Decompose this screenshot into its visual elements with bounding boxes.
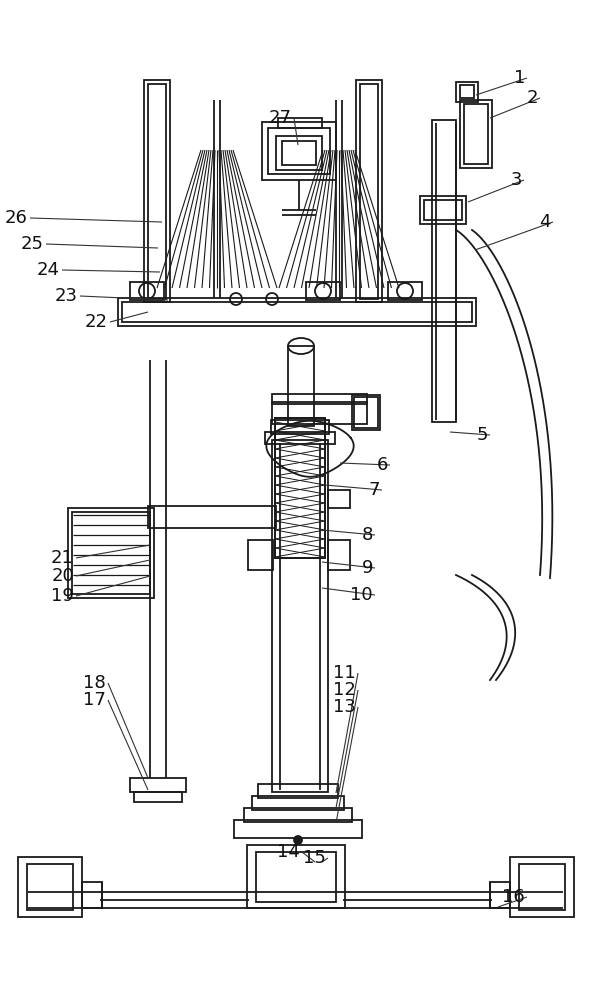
- Bar: [122, 302, 472, 322]
- Bar: [460, 85, 474, 98]
- Bar: [328, 540, 350, 570]
- Bar: [82, 882, 102, 908]
- Bar: [27, 864, 73, 910]
- Text: 16: 16: [502, 888, 525, 906]
- Bar: [356, 80, 382, 302]
- Text: 14: 14: [277, 843, 300, 861]
- Bar: [278, 118, 322, 128]
- Text: 25: 25: [21, 235, 44, 253]
- Text: 15: 15: [303, 849, 326, 867]
- Bar: [256, 852, 336, 902]
- Bar: [248, 540, 273, 570]
- Bar: [276, 136, 322, 170]
- Text: 27: 27: [269, 109, 292, 127]
- Bar: [148, 84, 166, 299]
- Text: 12: 12: [333, 681, 356, 699]
- Text: 26: 26: [5, 209, 28, 227]
- Bar: [360, 84, 378, 299]
- Bar: [328, 490, 350, 508]
- Bar: [18, 857, 82, 917]
- Text: 4: 4: [540, 213, 551, 231]
- Text: 10: 10: [350, 586, 373, 604]
- Text: 5: 5: [476, 426, 488, 444]
- Text: 18: 18: [83, 674, 106, 692]
- Text: 20: 20: [51, 567, 74, 585]
- Text: 2: 2: [527, 89, 538, 107]
- Bar: [306, 282, 340, 300]
- Bar: [130, 778, 186, 792]
- Text: 24: 24: [37, 261, 60, 279]
- Bar: [272, 394, 367, 404]
- Bar: [268, 128, 330, 174]
- Text: 21: 21: [51, 549, 74, 567]
- Text: 6: 6: [376, 456, 388, 474]
- Bar: [252, 796, 344, 810]
- Bar: [354, 397, 378, 428]
- Bar: [424, 200, 462, 220]
- Bar: [130, 282, 164, 300]
- Bar: [519, 864, 565, 910]
- Bar: [148, 506, 276, 528]
- Text: 9: 9: [362, 559, 373, 577]
- Bar: [68, 508, 154, 598]
- Bar: [265, 432, 335, 444]
- Text: 1: 1: [514, 69, 525, 87]
- Bar: [72, 512, 150, 594]
- Text: 11: 11: [333, 664, 356, 682]
- Bar: [134, 792, 182, 802]
- Bar: [247, 845, 345, 908]
- Circle shape: [294, 836, 302, 844]
- Bar: [271, 420, 329, 434]
- Text: 8: 8: [362, 526, 373, 544]
- Bar: [456, 82, 478, 102]
- Bar: [234, 820, 362, 838]
- Text: 17: 17: [83, 691, 106, 709]
- Bar: [352, 395, 380, 430]
- Bar: [262, 122, 336, 180]
- Bar: [432, 120, 456, 422]
- Bar: [464, 104, 488, 164]
- Bar: [510, 857, 574, 917]
- Bar: [420, 196, 466, 224]
- Bar: [490, 882, 510, 908]
- Bar: [272, 402, 367, 424]
- Bar: [288, 346, 314, 426]
- Bar: [272, 440, 328, 792]
- Bar: [144, 80, 170, 302]
- Text: 3: 3: [511, 171, 522, 189]
- Bar: [282, 141, 316, 165]
- Bar: [118, 298, 476, 326]
- Text: 22: 22: [85, 313, 108, 331]
- Bar: [258, 784, 338, 798]
- Text: 19: 19: [51, 587, 74, 605]
- Text: 13: 13: [333, 698, 356, 716]
- Bar: [460, 100, 492, 168]
- Bar: [275, 418, 325, 558]
- Bar: [244, 808, 352, 822]
- Text: 23: 23: [55, 287, 78, 305]
- Bar: [275, 418, 325, 558]
- Text: 7: 7: [369, 481, 380, 499]
- Bar: [388, 282, 422, 300]
